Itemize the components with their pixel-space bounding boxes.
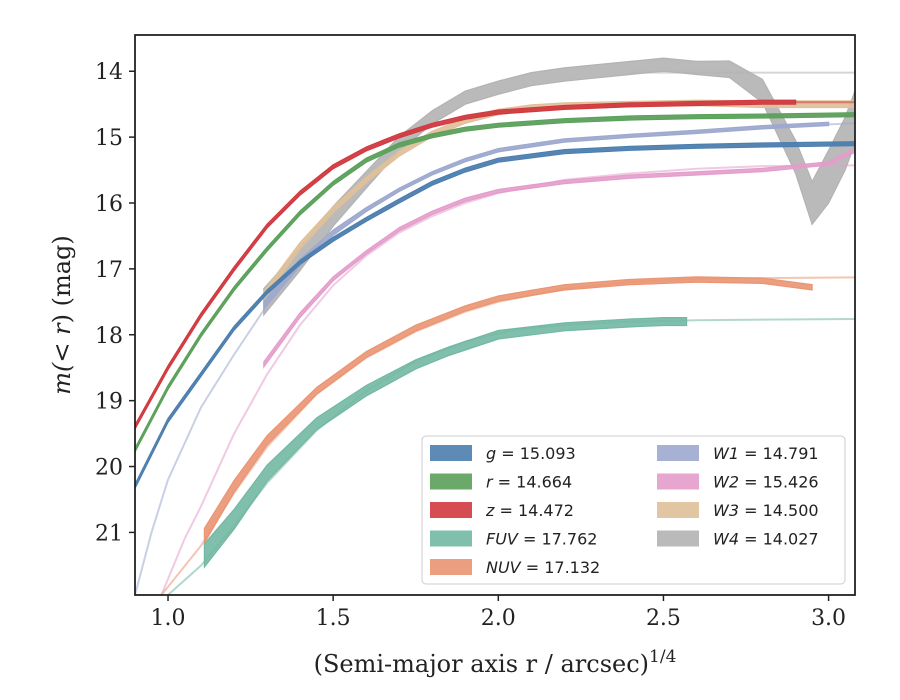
legend-label-w2: W2 = 15.426 [713,473,819,492]
profile-band-nuv [203,276,813,546]
legend-swatch-w3 [657,502,699,518]
legend-label-g: g = 15.093 [486,444,576,463]
profile-band-fuv [203,317,688,569]
x-axis-label-superscript: 1/4 [649,647,676,667]
x-tick-label: 2.0 [481,606,516,631]
profile-band-g [135,141,855,489]
profile-band-w2 [263,147,855,369]
legend-swatch-r [430,473,472,490]
profile-band-w4 [263,57,855,317]
profile-band-r [135,112,855,453]
legend-label-nuv: NUV = 17.132 [486,558,600,577]
legend-swatch-z [430,502,472,518]
y-axis-label: m(< r) (mag) [48,235,76,395]
x-axis-label: (Semi-major axis r / arcsec)1/4 [314,647,677,678]
y-tick-label: 19 [95,390,123,415]
legend-swatch-g [430,445,472,461]
x-tick-label: 2.5 [646,606,681,631]
y-tick-label: 18 [95,324,123,349]
legend-label-r: r = 14.664 [486,473,572,492]
y-tick-label: 21 [95,521,123,546]
legend-label-w3: W3 = 14.500 [713,501,819,520]
x-tick-label: 3.0 [811,606,846,631]
legend-swatch-nuv [430,559,472,575]
plot-frame [134,34,856,596]
legend: g = 15.093 r = 14.664 z = 14.472 FUV = 17.7… [421,435,846,585]
legend-swatch-w2 [657,473,699,490]
x-tick-label: 1.5 [316,606,351,631]
legend-swatch-fuv [430,530,472,547]
legend-swatch-w1 [657,445,699,461]
model-line-w2 [160,164,855,595]
legend-label-w4: W4 = 14.027 [713,530,819,549]
legend-swatch-w4 [657,530,699,547]
series-layer [135,57,855,595]
legend-box [421,435,846,585]
legend-label-fuv: FUV = 17.762 [486,530,597,549]
y-tick-label: 15 [95,126,123,151]
legend-label-w1: W1 = 14.791 [713,444,819,463]
axes-layer: 1.0 1.5 2.0 2.5 3.0 14 15 16 17 18 19 20 21 [95,60,846,631]
x-tick-label: 1.0 [151,606,186,631]
profile-band-w1 [263,121,830,311]
y-tick-label: 16 [95,192,123,217]
y-tick-label: 17 [95,258,123,283]
y-tick-label: 14 [95,60,123,85]
y-tick-label: 20 [95,456,123,481]
legend-label-z: z = 14.472 [485,501,574,520]
profile-band-z [135,99,797,431]
